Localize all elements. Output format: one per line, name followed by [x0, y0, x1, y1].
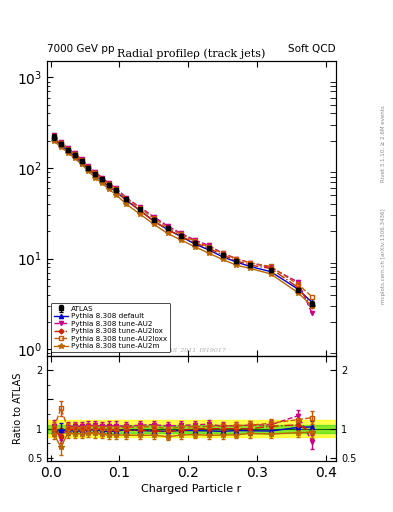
Text: Soft QCD: Soft QCD	[288, 44, 336, 54]
Text: mcplots.cern.ch [arXiv:1306.3436]: mcplots.cern.ch [arXiv:1306.3436]	[381, 208, 386, 304]
Legend: ATLAS, Pythia 8.308 default, Pythia 8.308 tune-AU2, Pythia 8.308 tune-AU2lox, Py: ATLAS, Pythia 8.308 default, Pythia 8.30…	[51, 303, 170, 352]
Y-axis label: Ratio to ATLAS: Ratio to ATLAS	[13, 373, 23, 444]
Text: ATLAS_2011_I919017: ATLAS_2011_I919017	[157, 347, 226, 353]
Text: Rivet 3.1.10, ≥ 2.6M events: Rivet 3.1.10, ≥ 2.6M events	[381, 105, 386, 182]
Bar	[47, 420, 336, 437]
Title: Radial profileρ (track jets): Radial profileρ (track jets)	[118, 49, 266, 59]
Text: 7000 GeV pp: 7000 GeV pp	[47, 44, 115, 54]
X-axis label: Charged Particle r: Charged Particle r	[141, 484, 242, 494]
Bar	[47, 424, 336, 433]
